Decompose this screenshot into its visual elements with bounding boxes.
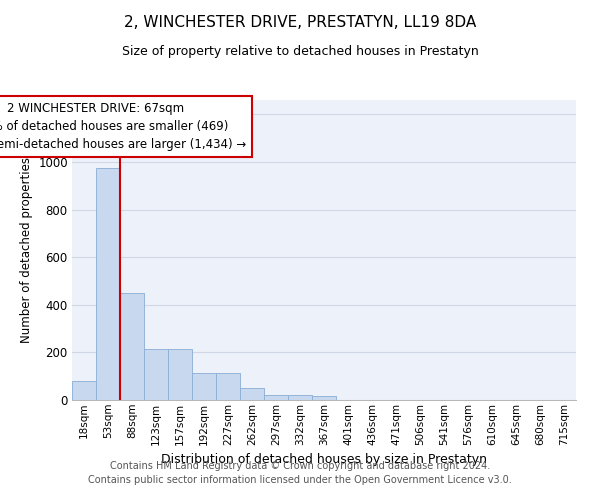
X-axis label: Distribution of detached houses by size in Prestatyn: Distribution of detached houses by size …: [161, 453, 487, 466]
Bar: [288, 395, 312, 400]
Bar: [168, 349, 192, 400]
Text: Contains HM Land Registry data © Crown copyright and database right 2024.
Contai: Contains HM Land Registry data © Crown c…: [88, 461, 512, 485]
Y-axis label: Number of detached properties: Number of detached properties: [20, 157, 32, 343]
Text: Size of property relative to detached houses in Prestatyn: Size of property relative to detached ho…: [122, 45, 478, 58]
Text: 2 WINCHESTER DRIVE: 67sqm
← 24% of detached houses are smaller (469)
75% of semi: 2 WINCHESTER DRIVE: 67sqm ← 24% of detac…: [0, 102, 246, 150]
Bar: [192, 372, 216, 400]
Bar: [264, 395, 288, 400]
Bar: [72, 381, 96, 400]
Bar: [240, 388, 264, 400]
Text: 2, WINCHESTER DRIVE, PRESTATYN, LL19 8DA: 2, WINCHESTER DRIVE, PRESTATYN, LL19 8DA: [124, 15, 476, 30]
Bar: [216, 372, 240, 400]
Bar: [96, 168, 120, 400]
Bar: [312, 396, 336, 400]
Bar: [144, 349, 168, 400]
Bar: [120, 293, 144, 400]
